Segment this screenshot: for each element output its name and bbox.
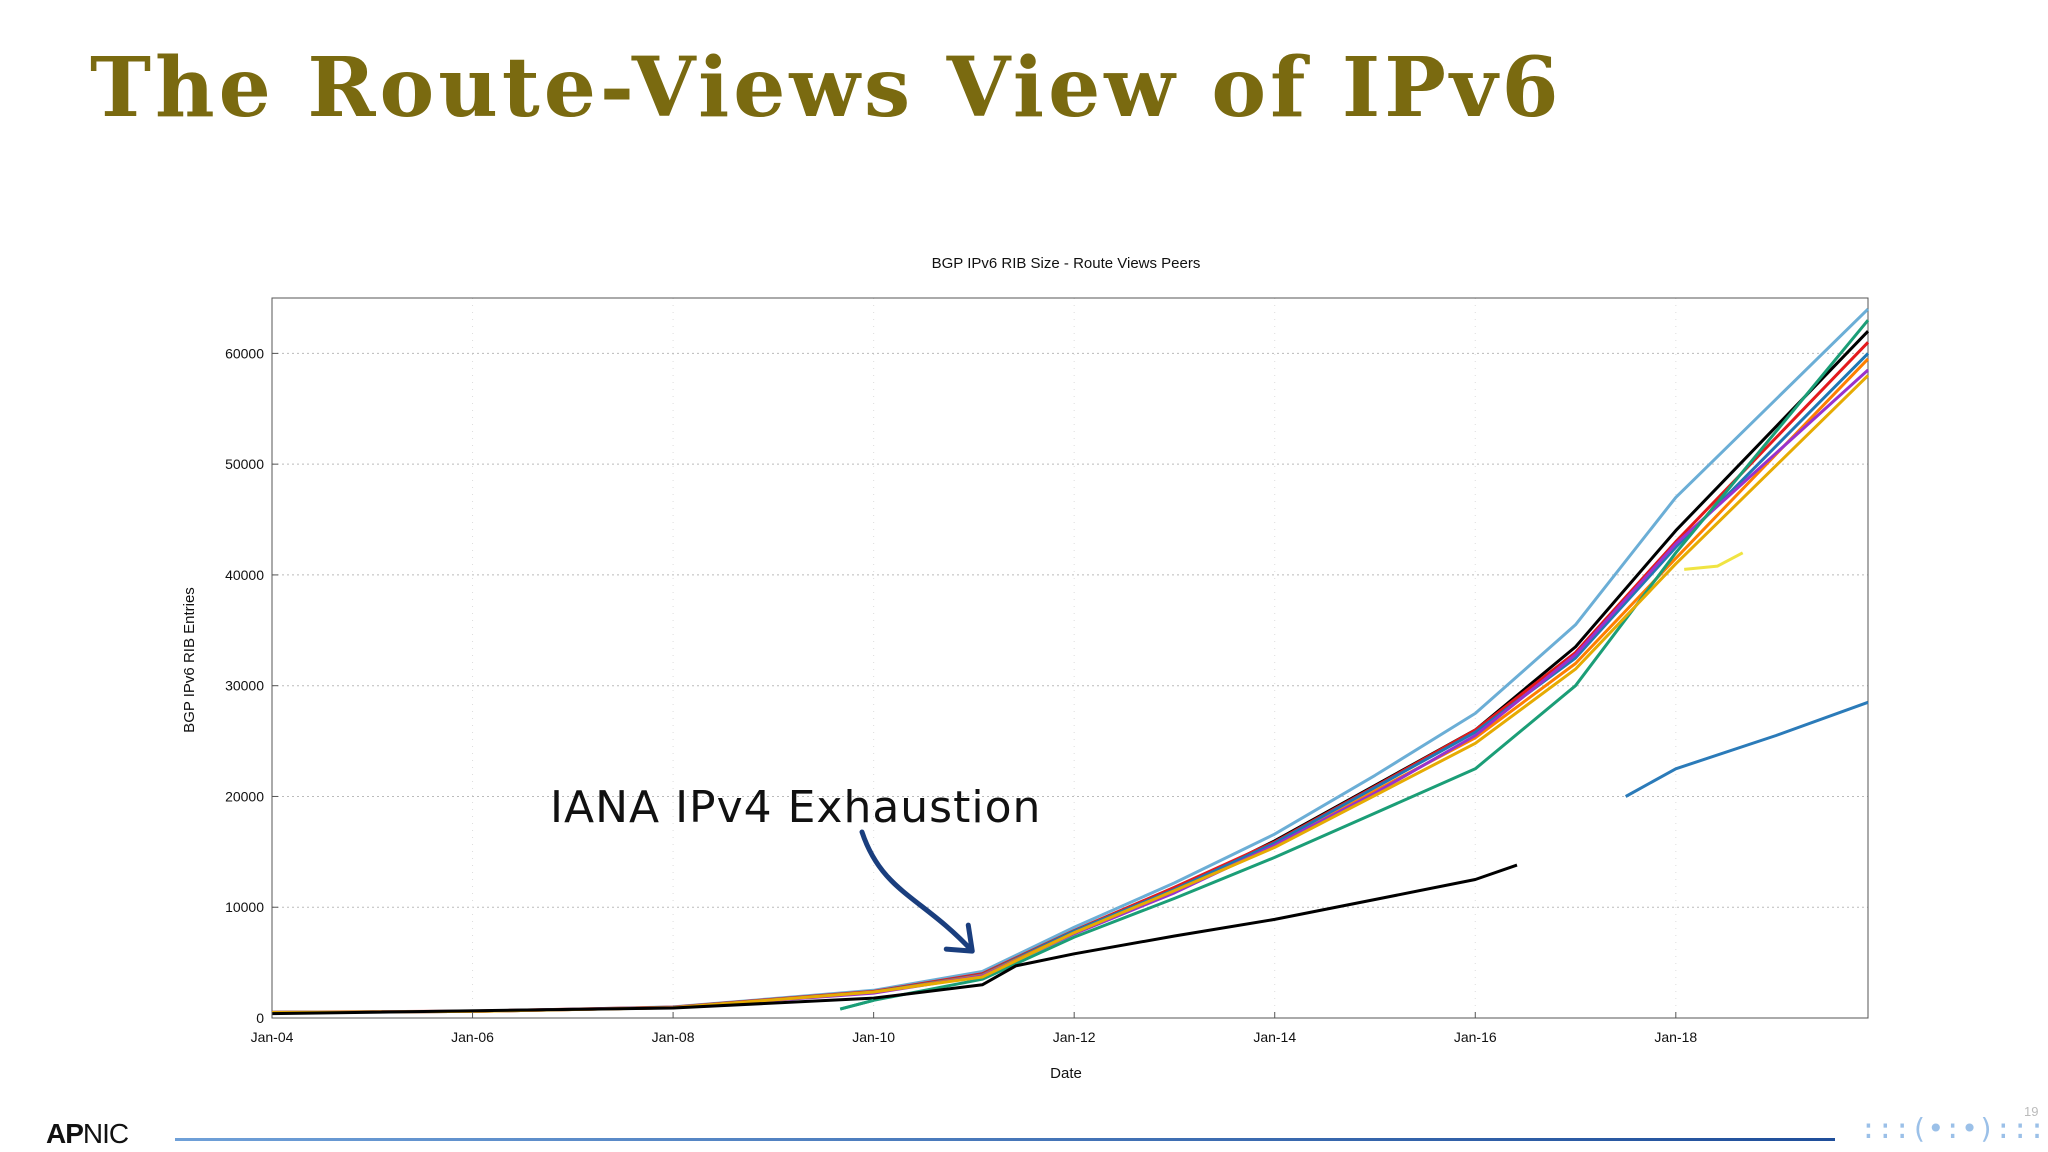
series-line-7 — [839, 319, 1870, 1011]
y-tick-label: 10000 — [225, 899, 264, 915]
y-tick-label: 0 — [256, 1010, 264, 1026]
ipv6-logo-icon: :::(•:•)::: — [1860, 1112, 2046, 1145]
series-line-6 — [271, 368, 1870, 1014]
y-tick-label: 40000 — [225, 567, 264, 583]
chart-title: BGP IPv6 RIB Size - Route Views Peers — [932, 255, 1201, 272]
series-line-8 — [271, 374, 1870, 1014]
series-line-10 — [839, 998, 874, 1011]
footer-divider — [175, 1138, 1835, 1141]
x-tick-label: Jan-06 — [451, 1029, 494, 1045]
chart-tick-labels: 0 10000 20000 30000 40000 50000 60000 Jan-04 Jan… — [225, 345, 1697, 1045]
x-tick-label: Jan-18 — [1654, 1029, 1697, 1045]
series-line-11 — [1624, 700, 1869, 798]
page-number: 19 — [2024, 1104, 2039, 1119]
chart-grid — [271, 298, 1868, 1018]
series-line-3 — [271, 341, 1870, 1014]
y-tick-label: 50000 — [225, 456, 264, 472]
plot-frame — [271, 297, 1869, 1019]
x-axis-label: Date — [1050, 1065, 1082, 1082]
x-tick-label: Jan-12 — [1053, 1029, 1096, 1045]
x-tick-label: Jan-14 — [1253, 1029, 1296, 1045]
x-tick-label: Jan-10 — [852, 1029, 895, 1045]
series-line-4 — [271, 352, 1870, 1014]
series-line-2 — [271, 330, 1870, 1014]
series-line-12 — [1684, 551, 1744, 571]
y-tick-label: 60000 — [225, 345, 264, 361]
annotation-label: IANA IPv4 Exhaustion — [550, 782, 1041, 833]
y-axis-label: BGP IPv6 RIB Entries — [181, 587, 198, 733]
slide-title: The Route-Views View of IPv6 — [90, 40, 1563, 136]
annotation-arrow — [859, 829, 975, 954]
x-tick-label: Jan-16 — [1454, 1029, 1497, 1045]
x-tick-label: Jan-04 — [251, 1029, 294, 1045]
y-tick-label: 30000 — [225, 678, 264, 694]
series-line-9 — [271, 863, 1518, 1016]
y-tick-label: 20000 — [225, 788, 264, 804]
x-tick-label: Jan-08 — [652, 1029, 695, 1045]
chart-series-group — [271, 308, 1870, 1016]
apnic-logo: APNIC — [46, 1118, 129, 1149]
